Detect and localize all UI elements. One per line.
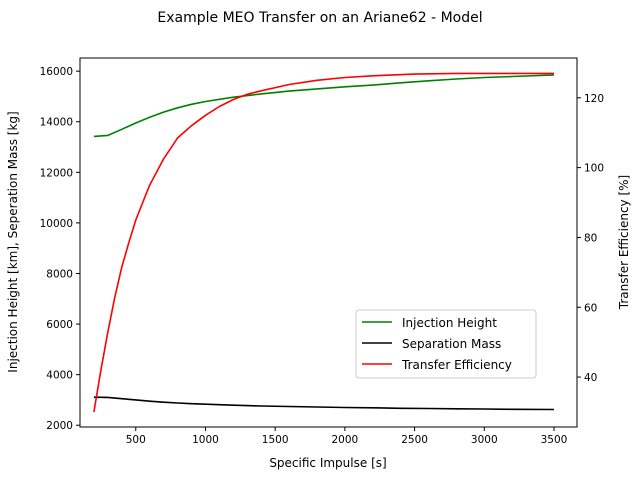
plot-lines [93,72,555,413]
y-left-tick-label: 16000 [40,66,73,78]
x-tick-label: 500 [126,434,146,446]
y-left-tick-label: 12000 [40,167,73,179]
legend-label-transfer-efficiency: Transfer Efficiency [401,358,512,372]
y-right-tick-label: 100 [584,163,604,175]
x-axis-ticks: 500 1000 1500 2000 2500 3000 3500 [126,427,568,446]
legend-label-separation-mass: Separation Mass [402,337,501,351]
legend: Injection Height Separation Mass Transfe… [355,309,537,379]
x-tick-label: 2500 [401,434,428,446]
x-axis-label: Specific Impulse [s] [269,456,386,470]
y-left-tick-label: 14000 [40,117,73,129]
x-tick-label: 1000 [192,434,219,446]
series-line-injection-height [93,74,555,138]
y-right-tick-label: 80 [584,232,597,244]
x-tick-label: 2000 [332,434,359,446]
y-right-axis-label: Transfer Efficiency [%] [617,175,631,310]
chart-title: Example MEO Transfer on an Ariane62 - Mo… [157,10,482,26]
x-tick-label: 1500 [262,434,289,446]
y-left-tick-label: 10000 [40,218,73,230]
y-right-tick-label: 60 [584,302,597,314]
y-left-tick-label: 4000 [46,370,73,382]
x-tick-label: 3000 [471,434,498,446]
y-left-axis-label: Injection Height [km], Seperation Mass [… [6,111,20,372]
y-right-tick-label: 120 [584,93,604,105]
y-left-axis-ticks: 2000 4000 6000 8000 10000 12000 14000 16000 [40,66,80,432]
legend-box [355,309,537,379]
y-left-tick-label: 8000 [46,268,73,280]
y-right-tick-label: 40 [584,372,597,384]
plot-frame [79,57,578,428]
x-tick-label: 3500 [541,434,568,446]
y-left-tick-label: 6000 [46,319,73,331]
legend-label-injection-height: Injection Height [402,316,497,330]
y-left-tick-label: 2000 [46,420,73,432]
series-line-transfer-efficiency [93,72,554,413]
series-line-separation-mass [93,396,555,411]
y-right-axis-ticks: 40 60 80 100 120 [577,93,604,384]
